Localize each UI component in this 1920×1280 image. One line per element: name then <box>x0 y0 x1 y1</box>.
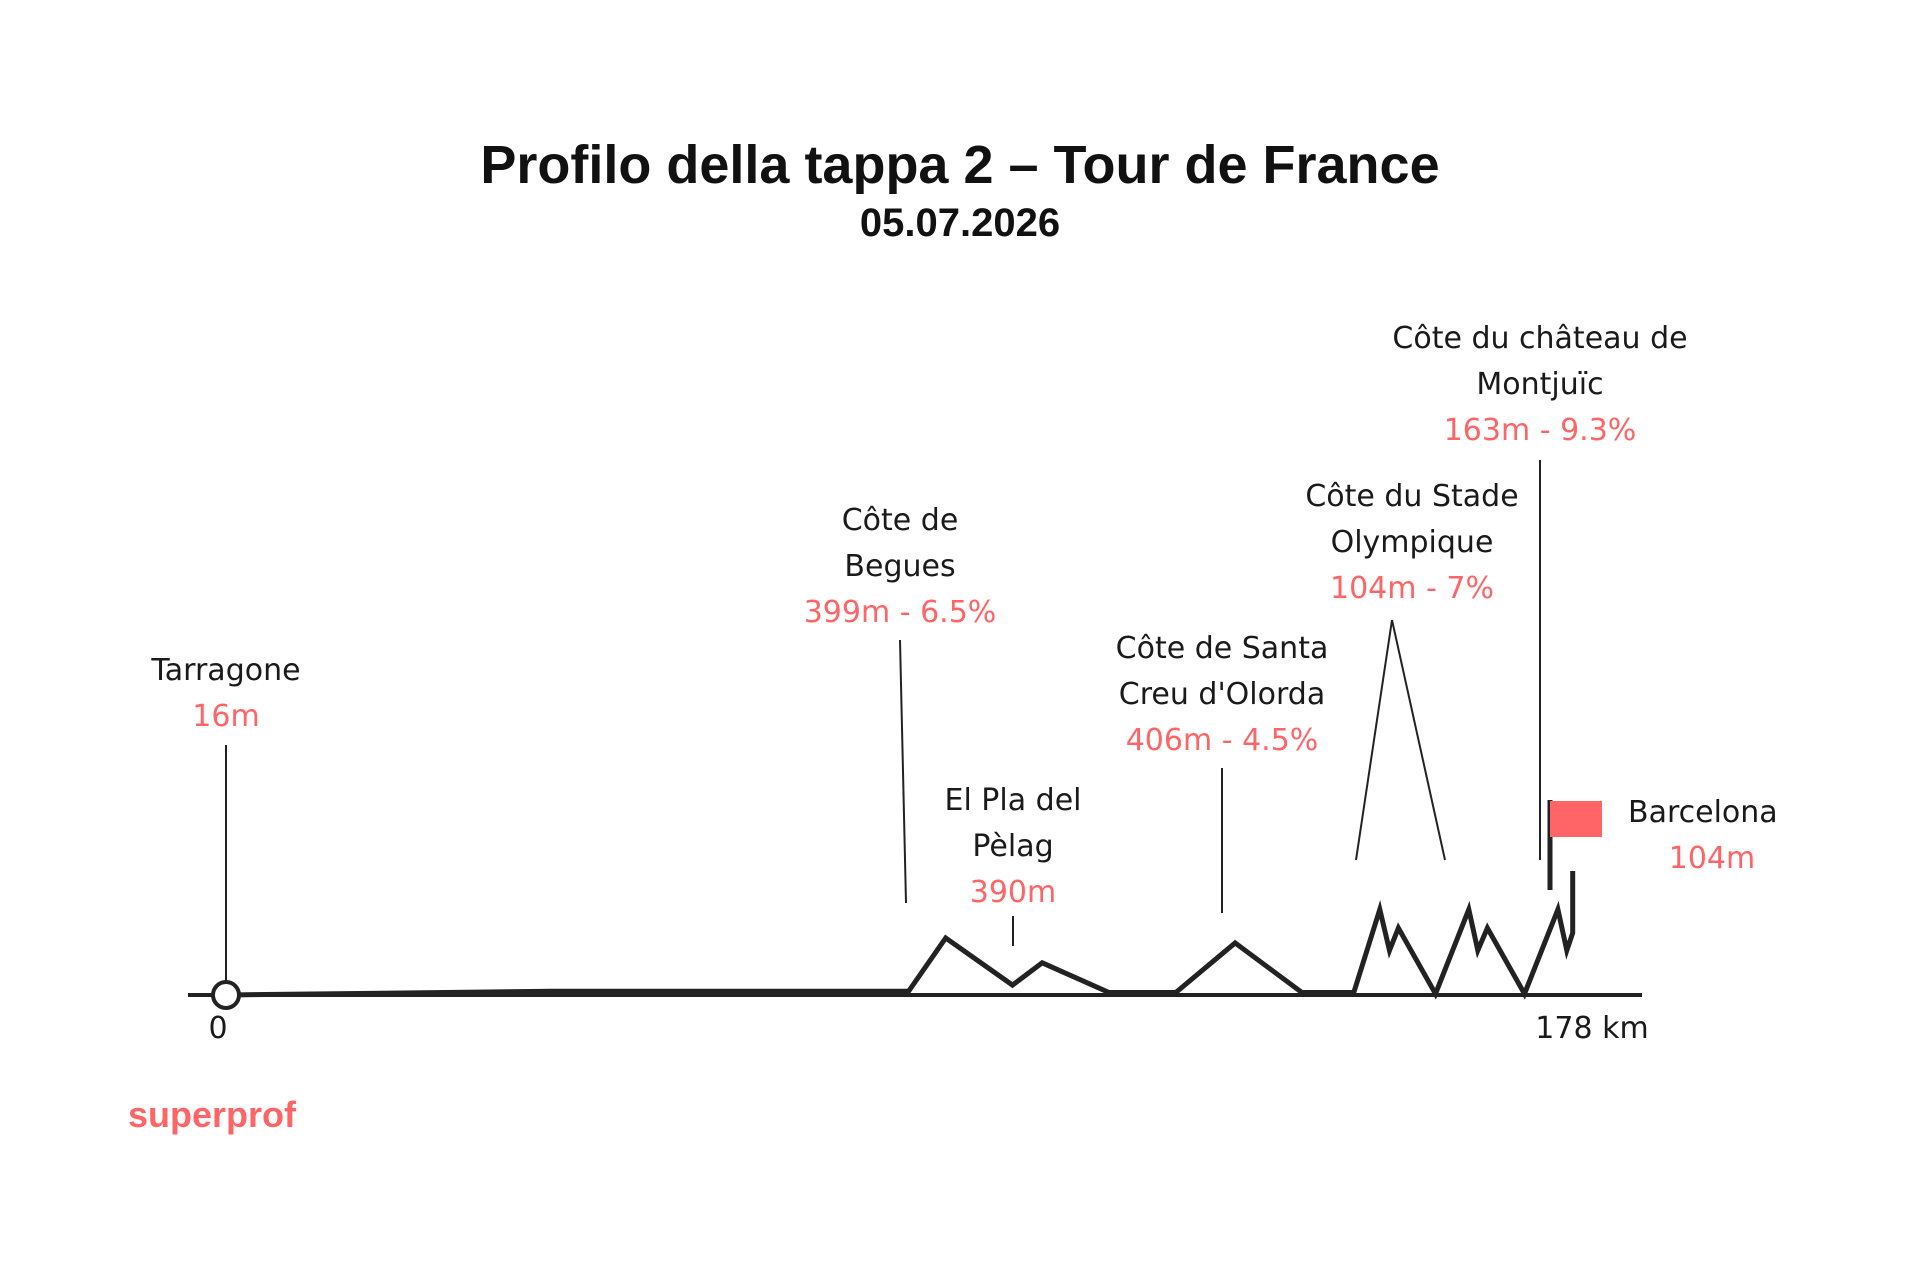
annotation-value: 104m <box>1669 841 1755 876</box>
elevation-profile-line <box>225 871 1576 1000</box>
annotation-name-line: Côte du château de <box>1392 321 1687 356</box>
chart-title: Profilo della tappa 2 – Tour de France <box>480 135 1439 195</box>
annotation-value: 399m - 6.5% <box>804 595 997 630</box>
annotation-name-line: Pèlag <box>972 829 1053 864</box>
annotation-value: 16m <box>192 699 259 734</box>
annotation-3: Côte de Santa Creu d'Olorda 406m - 4.5% <box>1116 631 1329 758</box>
superprof-logo: superprof <box>128 1094 297 1135</box>
leader-line-1-0 <box>899 639 907 904</box>
annotation-name-line: Côte de <box>842 503 959 538</box>
x-tick-end: 178 km <box>1535 1011 1648 1046</box>
chart-subtitle: 05.07.2026 <box>860 201 1060 245</box>
annotation-name-line: Barcelona <box>1628 795 1778 830</box>
finish-flag-icon <box>1547 800 1602 890</box>
annotation-2: El Pla del Pèlag 390m <box>944 783 1081 910</box>
annotation-value: 406m - 4.5% <box>1126 723 1319 758</box>
leader-line-4-0 <box>1355 619 1393 861</box>
annotation-value: 104m - 7% <box>1330 571 1494 606</box>
annotation-value: 390m <box>970 875 1056 910</box>
annotation-name-line: Montjuïc <box>1476 367 1603 402</box>
annotation-name-line: Olympique <box>1331 525 1494 560</box>
annotation-name-line: El Pla del <box>944 783 1081 818</box>
annotation-name-line: Tarragone <box>150 653 300 688</box>
annotation-name-line: Côte du Stade <box>1305 479 1518 514</box>
annotation-1: Côte de Begues 399m - 6.5% <box>804 503 997 630</box>
annotation-5: Côte du château de Montjuïc 163m - 9.3% <box>1392 321 1687 448</box>
annotation-0: Tarragone 16m <box>150 653 300 734</box>
annotation-name-line: Creu d'Olorda <box>1119 677 1325 712</box>
annotation-name-line: Begues <box>844 549 955 584</box>
annotation-6: Barcelona 104m <box>1628 795 1778 876</box>
start-marker <box>211 980 241 1010</box>
annotation-value: 163m - 9.3% <box>1444 413 1637 448</box>
x-tick-start: 0 <box>208 1011 227 1046</box>
annotation-4: Côte du Stade Olympique 104m - 7% <box>1305 479 1518 606</box>
annotation-name-line: Côte de Santa <box>1116 631 1329 666</box>
leader-line-4-1 <box>1391 619 1446 861</box>
